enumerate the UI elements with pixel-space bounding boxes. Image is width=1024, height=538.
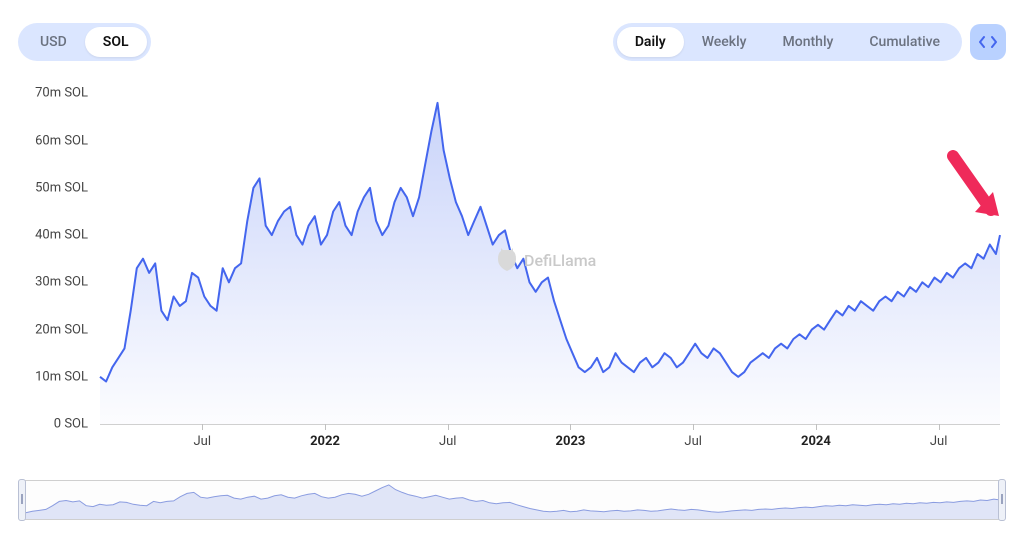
currency-option-sol[interactable]: SOL bbox=[85, 27, 147, 57]
x-tick-label: Jul bbox=[439, 434, 457, 449]
interval-option-daily[interactable]: Daily bbox=[617, 27, 684, 57]
expand-icon bbox=[979, 35, 997, 49]
currency-option-usd[interactable]: USD bbox=[22, 27, 85, 57]
x-tick bbox=[202, 424, 203, 430]
x-tick bbox=[570, 424, 571, 430]
toolbar-right: DailyWeeklyMonthlyCumulative bbox=[613, 23, 1006, 61]
y-tick-label: 0 SOL bbox=[18, 417, 88, 432]
x-tick bbox=[448, 424, 449, 430]
brush-handle-left[interactable] bbox=[18, 479, 26, 521]
brush-area bbox=[19, 485, 1005, 519]
x-tick-label: Jul bbox=[684, 434, 702, 449]
x-tick bbox=[816, 424, 817, 430]
x-tick-label: 2024 bbox=[801, 434, 831, 449]
x-tick bbox=[325, 424, 326, 430]
x-tick-label: Jul bbox=[194, 434, 212, 449]
currency-toggle: USDSOL bbox=[18, 23, 151, 61]
interval-option-weekly[interactable]: Weekly bbox=[684, 27, 765, 57]
x-tick bbox=[939, 424, 940, 430]
toolbar: USDSOL DailyWeeklyMonthlyCumulative bbox=[18, 22, 1006, 62]
chart-area-fill bbox=[100, 103, 1000, 424]
timeline-brush[interactable] bbox=[18, 480, 1006, 520]
y-tick-label: 30m SOL bbox=[18, 275, 88, 290]
expand-button[interactable] bbox=[970, 24, 1006, 60]
y-tick-label: 20m SOL bbox=[18, 322, 88, 337]
y-tick-label: 10m SOL bbox=[18, 369, 88, 384]
x-tick-label: 2022 bbox=[310, 434, 340, 449]
brush-svg bbox=[19, 481, 1005, 519]
y-tick-label: 40m SOL bbox=[18, 228, 88, 243]
y-tick-label: 70m SOL bbox=[18, 86, 88, 101]
y-tick-label: 50m SOL bbox=[18, 180, 88, 195]
x-tick bbox=[693, 424, 694, 430]
x-tick-label: 2023 bbox=[556, 434, 586, 449]
interval-option-monthly[interactable]: Monthly bbox=[765, 27, 852, 57]
y-tick-label: 60m SOL bbox=[18, 133, 88, 148]
interval-toggle: DailyWeeklyMonthlyCumulative bbox=[613, 23, 962, 61]
x-tick-label: Jul bbox=[930, 434, 948, 449]
brush-handle-right[interactable] bbox=[998, 479, 1006, 521]
main-chart: DefiLlama 0 SOL10m SOL20m SOL30m SOL40m … bbox=[18, 84, 1006, 464]
chart-svg[interactable] bbox=[18, 84, 1010, 434]
interval-option-cumulative[interactable]: Cumulative bbox=[851, 27, 958, 57]
